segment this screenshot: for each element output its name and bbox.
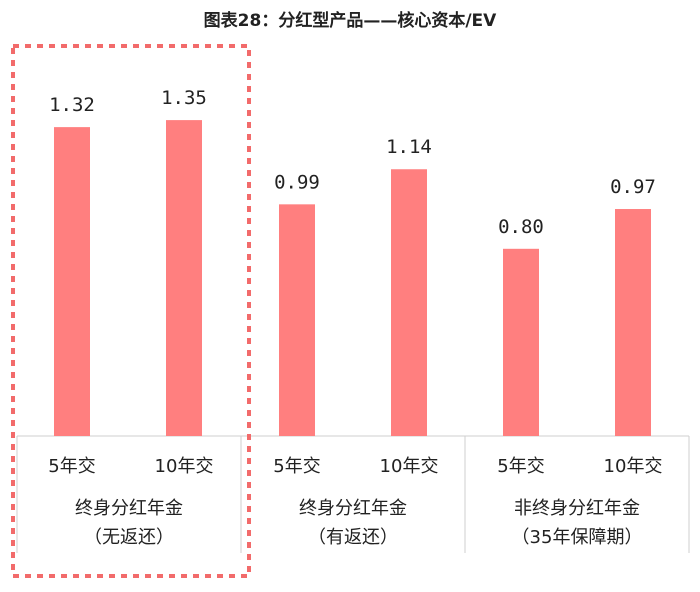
group-sublabel: （有返还） xyxy=(308,527,398,548)
data-label: 1.32 xyxy=(49,94,95,116)
data-label: 0.99 xyxy=(274,171,320,193)
chart-title: 图表28：分红型产品——核心资本/EV xyxy=(203,11,497,31)
group-sublabel: （无返还） xyxy=(84,527,174,548)
highlight-box xyxy=(11,44,251,578)
bar xyxy=(279,204,315,436)
x-tick-label: 5年交 xyxy=(273,456,320,477)
data-label: 1.14 xyxy=(386,136,432,158)
bar xyxy=(615,209,651,436)
x-tick-label: 10年交 xyxy=(604,456,663,477)
bar xyxy=(166,120,202,436)
bar xyxy=(503,248,539,436)
bar xyxy=(391,169,427,437)
group-label: 终身分红年金 xyxy=(299,498,407,519)
x-tick-label: 10年交 xyxy=(380,456,439,477)
group-label: 终身分红年金 xyxy=(75,498,183,519)
bar xyxy=(54,127,90,437)
x-tick-label: 5年交 xyxy=(497,456,544,477)
group-sublabel: （35年保障期） xyxy=(512,527,643,548)
data-label: 0.80 xyxy=(498,216,544,238)
data-label: 1.35 xyxy=(161,87,207,109)
x-tick-label: 10年交 xyxy=(155,456,214,477)
data-label: 0.97 xyxy=(610,176,656,198)
group-label: 非终身分红年金 xyxy=(514,498,640,519)
x-tick-label: 5年交 xyxy=(48,456,95,477)
